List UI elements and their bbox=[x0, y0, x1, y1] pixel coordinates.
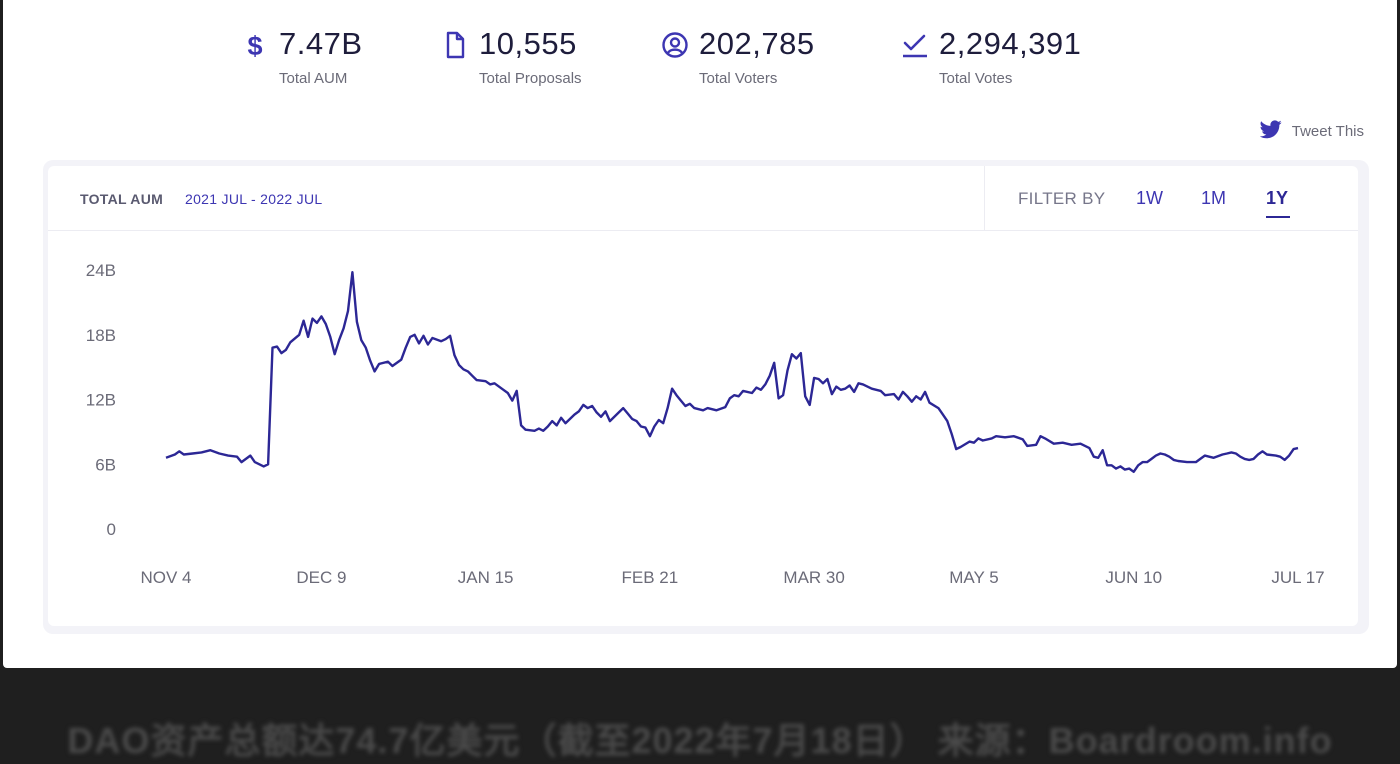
y-tick-label: 18B bbox=[86, 326, 116, 345]
y-tick-label: 24B bbox=[86, 261, 116, 280]
x-tick-label: JUL 17 bbox=[1271, 568, 1324, 587]
svg-text:$: $ bbox=[247, 31, 262, 60]
y-tick-label: 6B bbox=[95, 455, 116, 474]
panel-date-range: 2021 JUL - 2022 JUL bbox=[185, 191, 323, 207]
x-tick-label: FEB 21 bbox=[622, 568, 679, 587]
tweet-this-button[interactable]: Tweet This bbox=[1259, 120, 1364, 143]
stat-value: 7.47B bbox=[279, 26, 363, 61]
aum-chart-panel: TOTAL AUM 2021 JUL - 2022 JUL FILTER BY … bbox=[48, 166, 1358, 626]
filter-by-label: FILTER BY bbox=[1018, 189, 1106, 208]
stat-label: Total AUM bbox=[279, 70, 348, 87]
stat-label: Total Votes bbox=[939, 70, 1013, 87]
filter-1w-button[interactable]: 1W bbox=[1136, 188, 1163, 208]
filter-1y-button[interactable]: 1Y bbox=[1266, 188, 1289, 208]
stat-label: Total Voters bbox=[699, 70, 778, 87]
stats-bar: $ 7.47B Total AUM 10,555 Total Proposals… bbox=[3, 24, 1397, 94]
filter-group: FILTER BY 1W 1M 1Y bbox=[984, 166, 1359, 230]
checkmark-icon bbox=[901, 30, 929, 60]
x-tick-label: JAN 15 bbox=[458, 568, 514, 587]
filter-1m-button[interactable]: 1M bbox=[1201, 188, 1227, 208]
x-tick-label: MAY 5 bbox=[949, 568, 998, 587]
dollar-icon: $ bbox=[241, 30, 269, 60]
panel-title: TOTAL AUM bbox=[80, 191, 164, 207]
twitter-icon bbox=[1259, 120, 1282, 143]
stat-value: 10,555 bbox=[479, 26, 577, 61]
image-caption: DAO资产总额达74.7亿美元（截至2022年7月18日） 来源：Boardro… bbox=[67, 720, 1333, 761]
document-icon bbox=[441, 30, 469, 60]
stat-label: Total Proposals bbox=[479, 70, 582, 87]
x-tick-label: MAR 30 bbox=[783, 568, 844, 587]
y-tick-label: 12B bbox=[86, 391, 116, 410]
aum-line-chart: 0 6B 12B 18B 24B NOV 4 DEC 9 JAN 15 FEB 21 MAR 30… bbox=[86, 261, 1325, 587]
stat-value: 2,294,391 bbox=[939, 26, 1082, 61]
x-tick-label: NOV 4 bbox=[140, 568, 191, 587]
stat-value: 202,785 bbox=[699, 26, 815, 61]
active-filter-underline bbox=[1266, 216, 1290, 218]
panel-header: TOTAL AUM 2021 JUL - 2022 JUL FILTER BY … bbox=[48, 166, 1358, 231]
x-tick-label: DEC 9 bbox=[296, 568, 346, 587]
aum-series-line bbox=[165, 270, 1299, 473]
y-tick-label: 0 bbox=[107, 520, 116, 539]
user-circle-icon bbox=[661, 30, 689, 60]
tweet-this-label: Tweet This bbox=[1291, 123, 1364, 140]
x-tick-label: JUN 10 bbox=[1105, 568, 1162, 587]
